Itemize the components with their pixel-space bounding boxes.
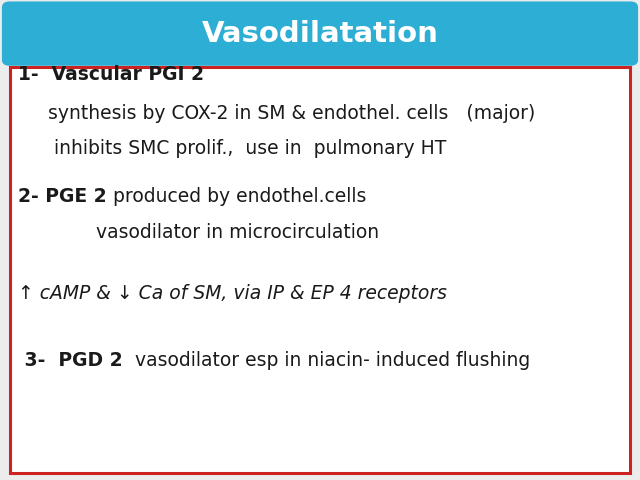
Text: vasodilator in microcirculation: vasodilator in microcirculation bbox=[18, 223, 379, 242]
Text: synthesis by COX-2 in SM & endothel. cells   (major): synthesis by COX-2 in SM & endothel. cel… bbox=[18, 104, 535, 123]
Text: 1-  Vascular PGI 2: 1- Vascular PGI 2 bbox=[18, 65, 204, 84]
Text: 2- PGE 2: 2- PGE 2 bbox=[18, 187, 106, 206]
Text: Vasodilatation: Vasodilatation bbox=[202, 20, 438, 48]
FancyBboxPatch shape bbox=[2, 1, 638, 66]
Text: ↑ cAMP & ↓ Ca of SM, via IP & EP 4 receptors: ↑ cAMP & ↓ Ca of SM, via IP & EP 4 recep… bbox=[18, 284, 447, 303]
Text: vasodilator esp in niacin- induced flushing: vasodilator esp in niacin- induced flush… bbox=[122, 351, 530, 371]
Text: produced by endothel.cells: produced by endothel.cells bbox=[106, 187, 366, 206]
Text: 3-  PGD 2: 3- PGD 2 bbox=[18, 351, 122, 371]
FancyBboxPatch shape bbox=[10, 67, 630, 473]
Text: inhibits SMC prolif.,  use in  pulmonary HT: inhibits SMC prolif., use in pulmonary H… bbox=[18, 139, 446, 158]
